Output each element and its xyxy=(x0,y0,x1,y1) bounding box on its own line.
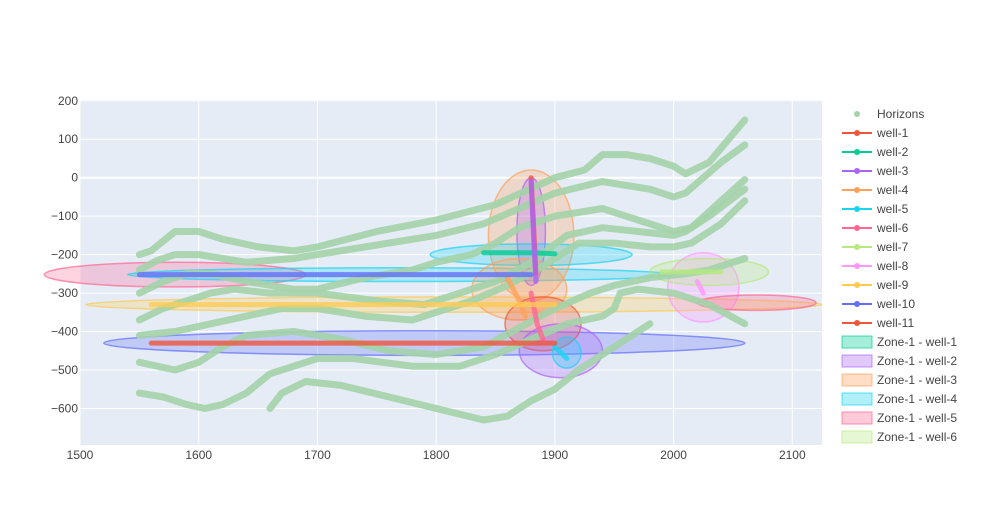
x-tick-label: 1500 xyxy=(67,448,94,462)
legend-item-zone[interactable]: Zone-1 - well-2 xyxy=(841,354,957,368)
legend-swatch xyxy=(841,354,873,368)
legend-item-well-3[interactable]: well-3 xyxy=(842,164,909,178)
y-tick-label: −400 xyxy=(51,325,78,339)
legend-label: well-7 xyxy=(876,240,909,254)
legend-label: well-9 xyxy=(876,278,909,292)
legend-label: Zone-1 - well-2 xyxy=(877,354,957,368)
legend-item-well-10[interactable]: well-10 xyxy=(842,297,915,311)
zone-ellipse xyxy=(551,336,582,369)
legend-marker xyxy=(854,149,860,155)
legend-item-zone[interactable]: Zone-1 - well-1 xyxy=(841,335,957,349)
legend-label: well-10 xyxy=(876,297,915,311)
legend-swatch xyxy=(841,373,873,387)
legend[interactable]: Horizons well-1 well-2 well-3 well-4 well-5 we… xyxy=(841,107,957,444)
legend-marker xyxy=(854,130,860,136)
legend-marker xyxy=(854,263,860,269)
legend-marker xyxy=(854,320,860,326)
well-line-well-4 xyxy=(504,275,528,319)
legend-swatch xyxy=(841,411,873,425)
legend-item-well-2[interactable]: well-2 xyxy=(842,145,909,159)
y-tick-label: −600 xyxy=(51,401,78,415)
legend-label: well-8 xyxy=(876,259,909,273)
horizon-line xyxy=(135,285,749,412)
legend-label: well-1 xyxy=(876,126,909,140)
horizon-line xyxy=(135,141,749,274)
horizon-line xyxy=(266,320,654,424)
legend-item-zone[interactable]: Zone-1 - well-5 xyxy=(841,411,957,425)
x-tick-label: 1800 xyxy=(423,448,450,462)
legend-item-zone[interactable]: Zone-1 - well-3 xyxy=(841,373,957,387)
legend-marker xyxy=(854,111,860,117)
x-tick-label: 2100 xyxy=(779,448,806,462)
y-axis-ticks: 200 100 0 −100 −200 −300 −400 −500 −600 xyxy=(51,94,78,416)
x-tick-label: 1600 xyxy=(185,448,212,462)
well-lines xyxy=(136,175,724,361)
y-tick-label: −500 xyxy=(51,363,78,377)
y-tick-label: −100 xyxy=(51,209,78,223)
legend-marker xyxy=(854,206,860,212)
legend-label: Zone-1 - well-5 xyxy=(877,411,957,425)
well-line-well-3 xyxy=(528,179,539,284)
legend-marker xyxy=(854,244,860,250)
legend-item-well-4[interactable]: well-4 xyxy=(842,183,909,197)
legend-swatch xyxy=(841,392,873,406)
legend-item-well-9[interactable]: well-9 xyxy=(842,278,909,292)
legend-marker xyxy=(854,187,860,193)
legend-label: well-3 xyxy=(876,164,909,178)
horizon-line xyxy=(135,116,749,259)
legend-item-well-1[interactable]: well-1 xyxy=(842,126,909,140)
y-tick-label: 100 xyxy=(58,132,78,146)
legend-item-well-11[interactable]: well-11 xyxy=(842,316,914,330)
legend-item-well-5[interactable]: well-5 xyxy=(842,202,909,216)
legend-label: Horizons xyxy=(877,107,924,121)
horizon-line xyxy=(135,255,749,374)
legend-label: Zone-1 - well-3 xyxy=(877,373,957,387)
y-tick-label: −200 xyxy=(51,248,78,262)
legend-label: Zone-1 - well-4 xyxy=(877,392,957,406)
legend-item-zone[interactable]: Zone-1 - well-6 xyxy=(841,430,957,444)
zone-ellipses xyxy=(43,169,823,379)
legend-swatch xyxy=(841,335,873,349)
x-tick-label: 2000 xyxy=(660,448,687,462)
legend-marker xyxy=(854,225,860,231)
well-line-well-8 xyxy=(694,279,706,296)
legend-item-well-8[interactable]: well-8 xyxy=(842,259,909,273)
y-tick-label: −300 xyxy=(51,286,78,300)
legend-marker xyxy=(854,282,860,288)
legend-label: well-11 xyxy=(876,316,914,330)
legend-label: well-2 xyxy=(876,145,909,159)
legend-item-well-7[interactable]: well-7 xyxy=(842,240,909,254)
x-tick-label: 1900 xyxy=(542,448,569,462)
legend-item-zone[interactable]: Zone-1 - well-4 xyxy=(841,392,957,406)
x-tick-label: 1700 xyxy=(304,448,331,462)
y-tick-label: 200 xyxy=(58,94,78,108)
legend-item-horizons[interactable]: Horizons xyxy=(854,107,924,121)
x-axis-ticks: 1500 1600 1700 1800 1900 2000 2100 xyxy=(67,448,806,462)
legend-label: Zone-1 - well-6 xyxy=(877,430,957,444)
legend-marker xyxy=(854,301,860,307)
horizon-line xyxy=(135,197,749,339)
legend-marker xyxy=(854,168,860,174)
legend-label: well-6 xyxy=(876,221,909,235)
legend-label: well-4 xyxy=(876,183,909,197)
well-line-well-5 xyxy=(552,344,570,361)
well-line-well-2 xyxy=(481,250,558,257)
legend-label: Zone-1 - well-1 xyxy=(877,335,957,349)
y-tick-label: 0 xyxy=(71,171,78,185)
legend-swatch xyxy=(841,430,873,444)
horizon-line xyxy=(135,185,749,324)
legend-item-well-6[interactable]: well-6 xyxy=(842,221,909,235)
legend-label: well-5 xyxy=(876,202,909,216)
